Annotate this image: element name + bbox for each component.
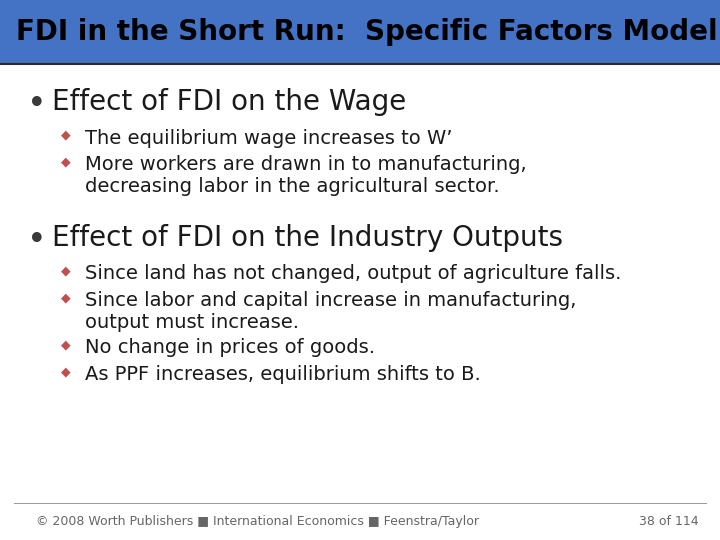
Text: ◆: ◆ [61,129,71,141]
Text: Effect of FDI on the Wage: Effect of FDI on the Wage [52,88,406,116]
Text: No change in prices of goods.: No change in prices of goods. [85,339,375,357]
Text: •: • [27,224,47,257]
Text: As PPF increases, equilibrium shifts to B.: As PPF increases, equilibrium shifts to … [85,365,481,384]
Text: 38 of 114: 38 of 114 [639,515,698,528]
Text: ◆: ◆ [61,265,71,278]
Text: More workers are drawn in to manufacturing,
decreasing labor in the agricultural: More workers are drawn in to manufacturi… [85,156,526,197]
Text: Since labor and capital increase in manufacturing,
output must increase.: Since labor and capital increase in manu… [85,291,576,332]
Text: © 2008 Worth Publishers ■ International Economics ■ Feenstra/Taylor: © 2008 Worth Publishers ■ International … [36,515,479,528]
Text: ◆: ◆ [61,156,71,168]
Text: Since land has not changed, output of agriculture falls.: Since land has not changed, output of ag… [85,265,621,284]
Text: FDI in the Short Run:  Specific Factors Model: FDI in the Short Run: Specific Factors M… [16,18,717,46]
Text: Effect of FDI on the Industry Outputs: Effect of FDI on the Industry Outputs [52,224,563,252]
Text: ◆: ◆ [61,365,71,378]
Text: ◆: ◆ [61,339,71,352]
Text: ◆: ◆ [61,291,71,304]
Text: The equilibrium wage increases to W’: The equilibrium wage increases to W’ [85,129,452,147]
Text: •: • [27,88,47,121]
Bar [0,0,720,64]
